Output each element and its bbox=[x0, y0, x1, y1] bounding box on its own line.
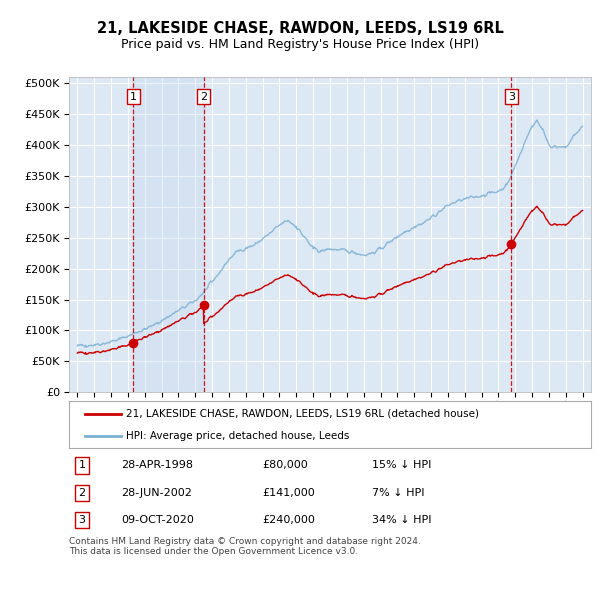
Text: 21, LAKESIDE CHASE, RAWDON, LEEDS, LS19 6RL: 21, LAKESIDE CHASE, RAWDON, LEEDS, LS19 … bbox=[97, 21, 503, 35]
Text: 7% ↓ HPI: 7% ↓ HPI bbox=[372, 488, 424, 497]
Text: Contains HM Land Registry data © Crown copyright and database right 2024.
This d: Contains HM Land Registry data © Crown c… bbox=[69, 537, 421, 556]
Text: 28-APR-1998: 28-APR-1998 bbox=[121, 460, 193, 470]
Text: 2: 2 bbox=[200, 91, 207, 101]
Text: Price paid vs. HM Land Registry's House Price Index (HPI): Price paid vs. HM Land Registry's House … bbox=[121, 38, 479, 51]
Text: 21, LAKESIDE CHASE, RAWDON, LEEDS, LS19 6RL (detached house): 21, LAKESIDE CHASE, RAWDON, LEEDS, LS19 … bbox=[127, 409, 479, 419]
Text: 34% ↓ HPI: 34% ↓ HPI bbox=[372, 515, 431, 525]
Text: £240,000: £240,000 bbox=[262, 515, 315, 525]
Text: 3: 3 bbox=[79, 515, 86, 525]
Text: 1: 1 bbox=[130, 91, 137, 101]
Text: £141,000: £141,000 bbox=[262, 488, 315, 497]
Text: HPI: Average price, detached house, Leeds: HPI: Average price, detached house, Leed… bbox=[127, 431, 350, 441]
Text: 15% ↓ HPI: 15% ↓ HPI bbox=[372, 460, 431, 470]
Bar bbox=[133, 77, 203, 392]
Text: 28-JUN-2002: 28-JUN-2002 bbox=[121, 488, 192, 497]
Text: 09-OCT-2020: 09-OCT-2020 bbox=[121, 515, 194, 525]
Text: 2: 2 bbox=[79, 488, 86, 497]
Text: £80,000: £80,000 bbox=[262, 460, 308, 470]
Text: 1: 1 bbox=[79, 460, 86, 470]
Text: 3: 3 bbox=[508, 91, 515, 101]
